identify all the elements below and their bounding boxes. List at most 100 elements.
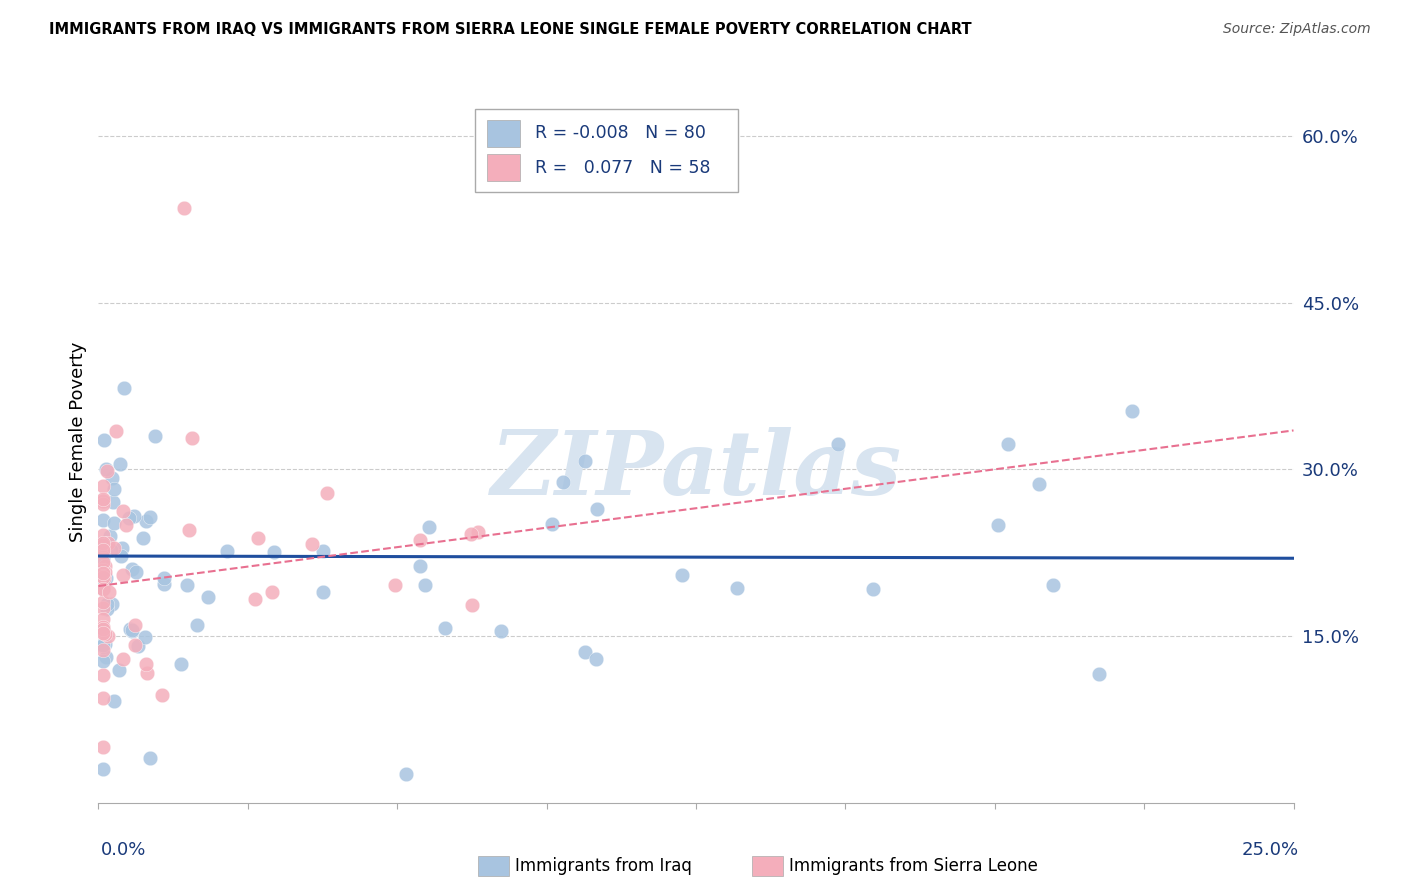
Point [433, 621, 456, 635]
Point [574, 645, 596, 659]
Point [91, 551, 114, 566]
Point [173, 201, 195, 215]
Point [262, 584, 284, 599]
Point [121, 623, 143, 637]
Point [91, 494, 114, 508]
Point [127, 639, 149, 653]
Point [91, 568, 114, 582]
Text: IMMIGRANTS FROM IRAQ VS IMMIGRANTS FROM SIERRA LEONE SINGLE FEMALE POVERTY CORRE: IMMIGRANTS FROM IRAQ VS IMMIGRANTS FROM … [49, 22, 972, 37]
Point [108, 457, 131, 471]
Text: Source: ZipAtlas.com: Source: ZipAtlas.com [1223, 22, 1371, 37]
Point [93, 627, 115, 641]
Point [139, 510, 162, 524]
Point [97, 536, 120, 550]
Point [409, 558, 432, 573]
Point [94, 559, 117, 574]
Point [112, 568, 135, 582]
Text: Immigrants from Sierra Leone: Immigrants from Sierra Leone [789, 857, 1038, 875]
Point [862, 582, 884, 596]
Point [467, 524, 489, 539]
Point [101, 597, 124, 611]
Point [460, 527, 482, 541]
Point [124, 638, 146, 652]
Point [97, 629, 120, 643]
Point [150, 689, 173, 703]
Point [93, 638, 115, 652]
Point [384, 578, 406, 592]
Point [103, 694, 125, 708]
Point [91, 582, 114, 597]
Point [91, 528, 114, 542]
Point [586, 501, 609, 516]
Point [461, 599, 484, 613]
Point [107, 663, 129, 677]
Point [585, 652, 607, 666]
Point [997, 437, 1019, 451]
Point [91, 563, 114, 577]
Point [177, 524, 200, 538]
Point [94, 565, 117, 579]
Point [574, 454, 596, 468]
Point [301, 537, 323, 551]
Point [91, 643, 114, 657]
Point [725, 581, 748, 595]
Point [91, 497, 114, 511]
Point [152, 570, 174, 584]
Point [180, 431, 202, 445]
FancyBboxPatch shape [486, 154, 520, 181]
Point [987, 517, 1010, 532]
Point [101, 470, 124, 484]
Point [418, 520, 440, 534]
Point [94, 462, 117, 476]
Point [114, 517, 136, 532]
Point [91, 538, 114, 552]
Point [98, 529, 121, 543]
Y-axis label: Single Female Poverty: Single Female Poverty [69, 342, 87, 541]
Point [143, 429, 166, 443]
Point [91, 566, 114, 580]
Point [122, 508, 145, 523]
Point [246, 531, 269, 545]
Point [91, 565, 114, 579]
Point [100, 542, 122, 557]
Text: 25.0%: 25.0% [1241, 840, 1299, 858]
Point [413, 578, 436, 592]
Point [111, 541, 134, 556]
Point [176, 578, 198, 592]
Point [553, 475, 575, 489]
Point [91, 479, 114, 493]
Point [91, 667, 114, 681]
Point [121, 624, 143, 638]
Text: R = -0.008   N = 80: R = -0.008 N = 80 [534, 124, 706, 142]
Point [110, 549, 132, 563]
Point [96, 602, 118, 616]
Point [1028, 477, 1050, 491]
Point [91, 654, 114, 668]
Point [93, 571, 115, 585]
Point [491, 624, 513, 638]
Point [91, 626, 114, 640]
Point [94, 649, 117, 664]
Point [91, 623, 114, 637]
Point [153, 576, 176, 591]
Point [91, 600, 114, 615]
Point [91, 491, 114, 506]
Point [91, 570, 114, 584]
Point [136, 665, 159, 680]
Point [124, 618, 146, 632]
Point [541, 517, 564, 532]
Point [112, 381, 135, 395]
Text: ZIPatlas: ZIPatlas [491, 427, 901, 514]
Point [91, 762, 114, 776]
Point [215, 543, 238, 558]
Text: 0.0%: 0.0% [101, 840, 146, 858]
Point [135, 657, 157, 671]
Point [121, 562, 143, 576]
Point [135, 514, 157, 528]
Point [312, 544, 335, 558]
Point [91, 574, 114, 588]
Point [96, 571, 118, 585]
Point [91, 620, 114, 634]
Point [91, 536, 114, 550]
Text: Immigrants from Iraq: Immigrants from Iraq [515, 857, 692, 875]
